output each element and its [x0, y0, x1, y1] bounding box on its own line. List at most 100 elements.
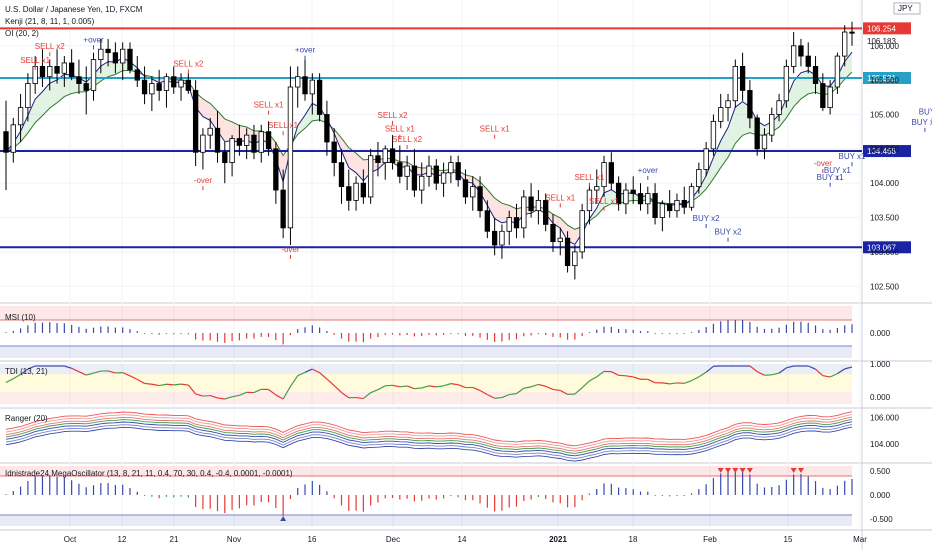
cloud-segment: [487, 189, 495, 219]
candle-body: [324, 114, 330, 143]
mega-signal-marker: [797, 468, 804, 473]
tdi-line-seg: [275, 394, 284, 400]
cloud-segment: [108, 61, 116, 77]
tdi-line-seg: [589, 376, 598, 382]
cloud-segment: [49, 79, 58, 109]
tdi-line-seg: [786, 365, 794, 369]
candle-body: [295, 76, 301, 88]
tdi-y-tick-1: 0.000: [870, 393, 891, 402]
tdi-line-seg: [479, 389, 488, 396]
mega-signal-marker: [739, 468, 746, 473]
candle-body: [732, 66, 738, 102]
tdi-line-seg: [64, 365, 72, 369]
tdi-line-seg: [86, 372, 94, 376]
candle-body: [462, 179, 469, 198]
candle-body: [820, 83, 826, 109]
level-tag-2: [863, 72, 911, 85]
ranger-band-6: [5, 426, 853, 462]
candle-body: [112, 52, 119, 64]
tdi-line-seg: [231, 394, 240, 398]
candle-body: [484, 210, 491, 232]
tdi-line-seg: [749, 365, 758, 373]
tdi-line-seg: [319, 372, 328, 380]
tdi-line-seg: [516, 387, 525, 395]
candle-body: [3, 131, 9, 153]
candle-body: [90, 59, 97, 91]
tdi-line-seg: [844, 366, 853, 370]
y-tick-4: 104.000: [870, 179, 899, 188]
ranger-band-5: [5, 423, 853, 459]
cloud-segment: [64, 74, 72, 97]
x-tick-4: 16: [308, 535, 317, 544]
tdi-line-seg: [71, 367, 80, 373]
candle-body: [222, 151, 228, 163]
tdi-line-seg: [399, 385, 408, 388]
candle-body: [83, 83, 89, 91]
candle-body: [280, 189, 286, 229]
candle-body: [258, 131, 264, 153]
candle-body: [171, 76, 177, 88]
legend-mega: Idnistrade24 MegaOscillator (13, 8, 21, …: [5, 469, 293, 478]
level-tag-label-4: 103.067: [867, 243, 896, 252]
cloud-segment: [348, 147, 357, 173]
candle-body: [287, 86, 294, 229]
signal-label-3: SELL x2: [173, 59, 203, 68]
signal-label-16: +over: [638, 166, 659, 175]
candle-body: [127, 48, 133, 71]
tdi-line-seg: [304, 368, 313, 373]
x-tick-6: 14: [458, 535, 467, 544]
ranger-band-0: [5, 411, 853, 447]
level-tag-label-3: 104.468: [867, 147, 896, 156]
signal-label-13: SELL x1: [574, 173, 604, 182]
tdi-line-seg: [829, 373, 838, 378]
ranger-y-tick-0: 106.000: [870, 413, 899, 422]
y-tick-2: 105.000: [870, 110, 899, 119]
mega-signal-marker: [280, 516, 287, 521]
candle-body: [265, 131, 272, 150]
tdi-line-seg: [472, 386, 481, 392]
signal-label-11: SELL x2: [392, 135, 422, 144]
signal-label-7: SELL x1: [268, 121, 298, 130]
candle-body: [214, 127, 221, 153]
candle-body: [404, 165, 410, 177]
tdi-line-seg: [341, 391, 350, 399]
ranger-y-tick-1: 104.000: [870, 440, 899, 449]
tdi-line-seg: [144, 382, 152, 385]
horizontal-levels[interactable]: 106.254 106.183 105.531 104.468 103.067: [0, 22, 911, 254]
candle-body: [440, 172, 447, 184]
candle-body: [557, 237, 563, 242]
candle-body: [375, 155, 381, 163]
x-tick-2: 21: [170, 535, 179, 544]
candle-body: [667, 203, 673, 212]
candle-body: [149, 83, 155, 95]
candle-body: [134, 69, 140, 81]
candle-body: [645, 193, 651, 205]
candle-body: [68, 62, 75, 78]
legend-kenji: Kenji (21, 8, 11, 1, 0.005): [5, 17, 95, 26]
mega-signal-marker: [790, 468, 797, 473]
mega-signal-marker: [725, 468, 732, 473]
candle-body: [200, 134, 206, 153]
sub-panels: 0.000 1.000 0.000 106.000 104.000 0.500 0.000 -…: [0, 306, 899, 526]
candle-body: [725, 100, 731, 109]
candle-body: [754, 117, 760, 150]
candle-body: [236, 138, 243, 146]
candle-body: [543, 199, 549, 225]
cloud-segment: [224, 118, 233, 142]
tdi-line-seg: [443, 383, 452, 387]
tdi-line-seg: [370, 389, 379, 394]
tdi-line-seg: [195, 393, 204, 397]
ranger-band-1: [5, 413, 853, 449]
candle-body: [637, 193, 644, 205]
candle-body: [397, 162, 403, 177]
cloud-segment: [217, 110, 225, 142]
candle-body: [156, 83, 162, 91]
x-tick-10: 15: [784, 535, 793, 544]
candle-body: [10, 124, 16, 153]
tdi-line-seg: [487, 394, 495, 399]
cloud-segment: [35, 91, 43, 123]
signal-label-22: BUY x1: [817, 173, 845, 182]
currency-badge[interactable]: [893, 2, 921, 15]
signal-label-14: SELL x1: [545, 193, 575, 202]
